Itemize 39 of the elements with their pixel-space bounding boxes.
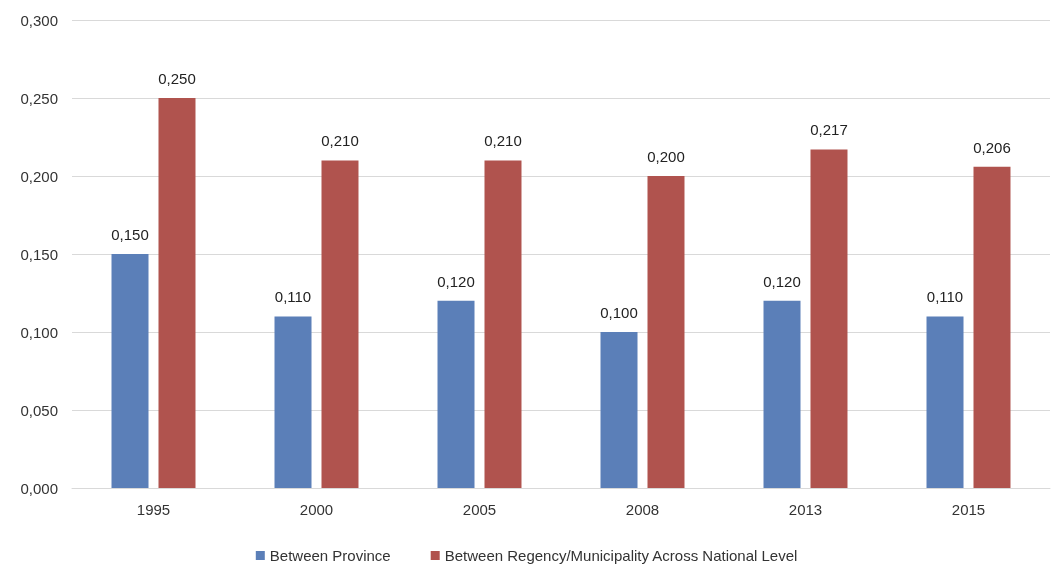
data-label: 0,150: [111, 226, 149, 243]
bar: [763, 300, 801, 488]
x-tick-label: 2013: [788, 501, 823, 518]
data-label: 0,200: [647, 148, 685, 165]
bar: [158, 98, 196, 488]
bar: [810, 149, 848, 488]
bar: [973, 166, 1011, 488]
data-label: 0,110: [274, 288, 312, 306]
y-tick-label: 0,250: [20, 89, 58, 107]
bar: [600, 332, 638, 488]
data-label: 0,217: [810, 121, 848, 139]
data-label: 0,110: [926, 288, 964, 306]
data-label: 0,120: [763, 272, 801, 290]
y-tick-label: 0,200: [20, 167, 58, 185]
legend-label: Between Province: [269, 547, 391, 564]
y-tick-label: 0,100: [20, 323, 58, 341]
bar: [926, 316, 964, 488]
bar: [484, 160, 522, 488]
x-tick-label: 1995: [136, 501, 171, 518]
bar: [321, 160, 359, 488]
y-tick-label: 0,000: [20, 479, 58, 497]
data-label: 0,120: [437, 272, 475, 290]
data-label: 0,100: [600, 304, 638, 321]
bar: [437, 300, 475, 488]
x-tick-label: 2015: [951, 501, 986, 518]
y-tick-label: 0,050: [20, 401, 58, 419]
data-label: 0,206: [973, 138, 1011, 156]
data-label: 0,210: [484, 132, 522, 150]
legend-label: Between Regency/Municipality Across National Level: [444, 547, 798, 564]
bar: [647, 176, 685, 488]
y-tick-label: 0,150: [20, 245, 58, 263]
x-tick-label: 2000: [299, 501, 334, 518]
data-label: 0,210: [321, 132, 359, 150]
bar: [111, 254, 149, 488]
y-tick-label: 0,300: [20, 11, 58, 29]
bar: [274, 316, 312, 488]
x-tick-label: 2005: [462, 501, 497, 518]
data-label: 0,250: [158, 70, 196, 87]
x-tick-label: 2008: [625, 501, 660, 518]
